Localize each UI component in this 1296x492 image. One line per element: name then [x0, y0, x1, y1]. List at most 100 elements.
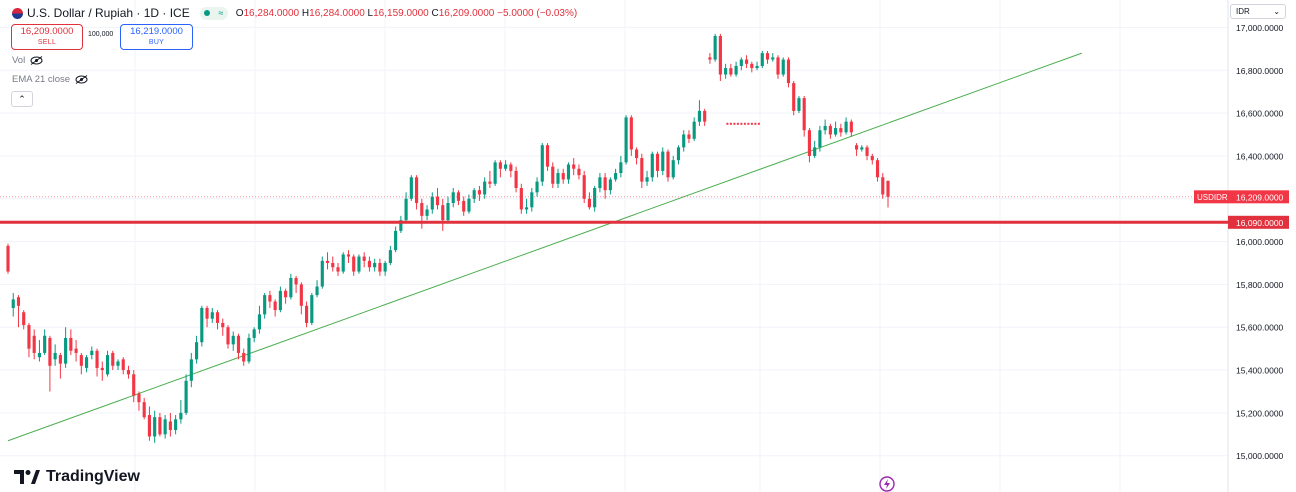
candle-body [273, 301, 277, 311]
candle-body [724, 68, 728, 75]
candle-body [614, 173, 618, 180]
candle-body [456, 192, 461, 201]
candle-body [420, 203, 424, 216]
candle-body [514, 170, 518, 189]
y-tick-label: 16,400.0000 [1236, 151, 1284, 161]
candle-body [315, 286, 319, 296]
hidden-eye-icon[interactable] [30, 56, 43, 65]
trendline[interactable] [7, 52, 1082, 442]
candle-body [383, 262, 387, 272]
candle-body [828, 125, 832, 135]
y-tick-label: 16,800.0000 [1236, 66, 1284, 76]
candle-body [472, 190, 476, 199]
tradingview-logo-icon [14, 470, 40, 484]
candle-body [666, 151, 670, 178]
candle-body [703, 110, 707, 122]
candle-body [252, 329, 256, 338]
lightning-icon[interactable] [879, 476, 895, 492]
candle-body [692, 121, 696, 139]
candle-body [394, 230, 398, 251]
candle-body [27, 325, 31, 349]
trendline-layer[interactable] [7, 52, 1082, 442]
symbol-label-box [1194, 190, 1228, 204]
buy-button[interactable]: 16,219.0000 BUY [120, 24, 193, 50]
candle-body [629, 117, 633, 150]
candle-body [435, 196, 440, 206]
candle-body [325, 260, 330, 263]
candle-body [886, 180, 890, 197]
candle-body [85, 357, 89, 368]
candle-body [378, 262, 382, 272]
y-tick-label: 15,400.0000 [1236, 366, 1284, 376]
candle-body [493, 162, 497, 184]
hline-label-box [1228, 215, 1289, 229]
candle-body [189, 359, 193, 381]
candle-body [48, 337, 52, 366]
volume-indicator[interactable]: Vol [12, 55, 43, 66]
market-status-badge[interactable]: ≈ [199, 6, 228, 20]
candle-body [640, 158, 644, 182]
buy-label: BUY [148, 39, 165, 46]
candle-body [488, 181, 492, 184]
candle-body [561, 173, 565, 180]
candle-body [545, 145, 550, 167]
candle-body [37, 352, 41, 358]
candles-layer[interactable] [0, 33, 1228, 443]
y-tick-label: 15,200.0000 [1236, 408, 1284, 418]
candle-body [587, 198, 591, 208]
candle-body [807, 130, 811, 156]
ema-indicator[interactable]: EMA 21 close [12, 74, 88, 85]
y-tick-label: 15,600.0000 [1236, 323, 1284, 333]
candle-body [210, 312, 214, 319]
collapse-legend-button[interactable]: ⌃ [11, 91, 33, 107]
tradingview-logo[interactable]: TradingView [14, 468, 140, 486]
candle-body [713, 35, 717, 60]
close-label: C [431, 7, 439, 19]
candle-body [556, 173, 560, 184]
candle-body [168, 421, 172, 431]
symbol-title[interactable]: U.S. Dollar / Rupiah · 1D · ICE [27, 6, 190, 20]
y-tick-label: 16,000.0000 [1236, 237, 1284, 247]
hline-label-text: 16,090.0000 [1236, 218, 1284, 228]
candle-body [132, 374, 136, 396]
candle-body [415, 177, 419, 204]
y-tick-label: 15,800.0000 [1236, 280, 1284, 290]
candle-body [373, 262, 377, 268]
candle-body [582, 175, 586, 199]
change-value: −5.0000 (−0.03%) [497, 7, 578, 19]
sell-button[interactable]: 16,209.0000 SELL [11, 24, 83, 50]
candle-body [870, 155, 874, 161]
candle-body [43, 335, 47, 353]
candle-body [284, 290, 288, 298]
candle-body [331, 262, 335, 268]
candle-body [786, 59, 791, 84]
currency-select[interactable]: IDR ⌄ [1230, 4, 1286, 19]
candle-body [74, 348, 78, 353]
candle-body [346, 254, 351, 257]
candle-body [257, 314, 261, 330]
candle-body [205, 307, 209, 319]
candle-body [142, 402, 146, 418]
candle-body [655, 153, 660, 171]
sell-label: SELL [37, 39, 57, 46]
candle-body [498, 162, 502, 169]
chevron-down-icon: ⌄ [1273, 7, 1280, 16]
last-price-label-text: 16,209.0000 [1236, 192, 1284, 202]
candle-body [404, 198, 408, 221]
candle-body [6, 245, 10, 272]
price-axis[interactable]: 17,000.0000 16,800.0000 16,600.0000 16,400.… [1194, 23, 1289, 461]
candle-body [268, 295, 272, 302]
candle-body [388, 250, 392, 263]
candle-body [126, 370, 131, 375]
candle-body [79, 355, 83, 366]
pending-dot [750, 122, 753, 125]
candle-body [221, 322, 225, 328]
candle-body [352, 256, 356, 272]
candle-body [645, 177, 649, 182]
hidden-eye-icon[interactable] [75, 75, 88, 84]
candle-body [771, 57, 775, 60]
candle-body [195, 342, 199, 360]
candle-body [477, 190, 481, 195]
candle-body [855, 145, 859, 150]
